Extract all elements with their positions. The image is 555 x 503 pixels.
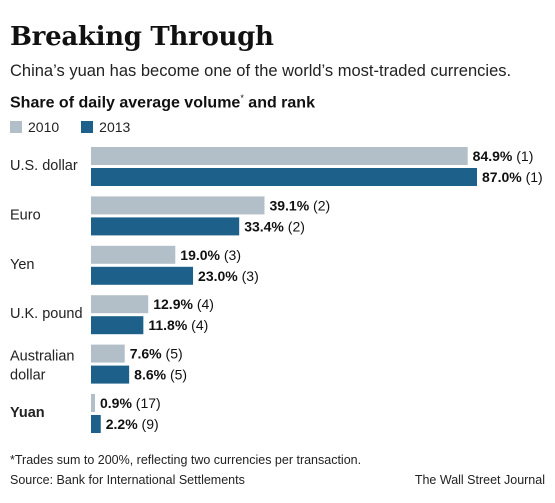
publisher-credit: The Wall Street Journal (414, 473, 545, 487)
chart-subhead: Share of daily average volume* and rank (10, 93, 315, 112)
bar-yen-2010 (91, 245, 176, 264)
value-label-australian-dollar-2013: 8.6% (5) (134, 367, 187, 383)
category-label-u-k-pound: U.K. pound (10, 306, 83, 322)
subhead-asterisk: * (240, 93, 244, 103)
bar-u-s-dollar-2013 (91, 168, 477, 186)
bar-australian-dollar-2010 (91, 344, 125, 363)
value-label-yen-2010: 19.0% (3) (180, 247, 241, 263)
category-label-euro: Euro (10, 207, 41, 223)
value-label-u-s-dollar-2010: 84.9% (1) (473, 148, 534, 164)
subhead-text: Share of daily average volume (10, 94, 241, 112)
value-label-u-k-pound-2010: 12.9% (4) (153, 296, 214, 312)
value-label-euro-2013: 33.4% (2) (244, 218, 305, 234)
bar-u-k-pound-2013 (91, 316, 144, 335)
legend-label-2013: 2013 (99, 119, 131, 135)
bar-yuan-2010 (91, 394, 95, 412)
category-label-yuan: Yuan (10, 405, 45, 421)
category-label-yen: Yen (10, 257, 34, 273)
legend-item-2013: 2013 (81, 119, 130, 135)
bar-euro-2013 (91, 217, 240, 236)
bar-u-k-pound-2010 (91, 295, 149, 314)
chart-title: Breaking Through (10, 22, 274, 52)
bar-yen-2013 (91, 266, 194, 285)
bar-u-s-dollar-2010 (91, 147, 468, 165)
legend: 2010 2013 (10, 119, 152, 135)
value-label-australian-dollar-2010: 7.6% (5) (130, 346, 183, 362)
value-label-yuan-2013: 2.2% (9) (106, 416, 159, 432)
value-label-euro-2010: 39.1% (2) (269, 197, 330, 213)
legend-swatch-2010 (10, 121, 22, 133)
legend-label-2010: 2010 (28, 119, 60, 135)
bar-euro-2010 (91, 196, 265, 215)
bar-yuan-2013 (91, 415, 101, 433)
footnote: *Trades sum to 200%, reflecting two curr… (10, 453, 362, 467)
legend-swatch-2013 (81, 121, 94, 133)
source-note: Source: Bank for International Settlemen… (10, 473, 245, 487)
value-label-yuan-2010: 0.9% (17) (100, 395, 161, 411)
value-label-yen-2013: 23.0% (3) (198, 268, 259, 284)
subhead-tail: and rank (243, 94, 315, 112)
chart-subtitle: China’s yuan has become one of the world… (10, 62, 512, 80)
category-label-u-s-dollar: U.S. dollar (10, 158, 78, 174)
legend-item-2010: 2010 (10, 119, 59, 135)
category-label-australian-dollar: Australian dollar (10, 349, 74, 384)
value-label-u-s-dollar-2013: 87.0% (1) (482, 169, 543, 185)
value-label-u-k-pound-2013: 11.8% (4) (148, 317, 208, 333)
bar-australian-dollar-2013 (91, 365, 130, 384)
